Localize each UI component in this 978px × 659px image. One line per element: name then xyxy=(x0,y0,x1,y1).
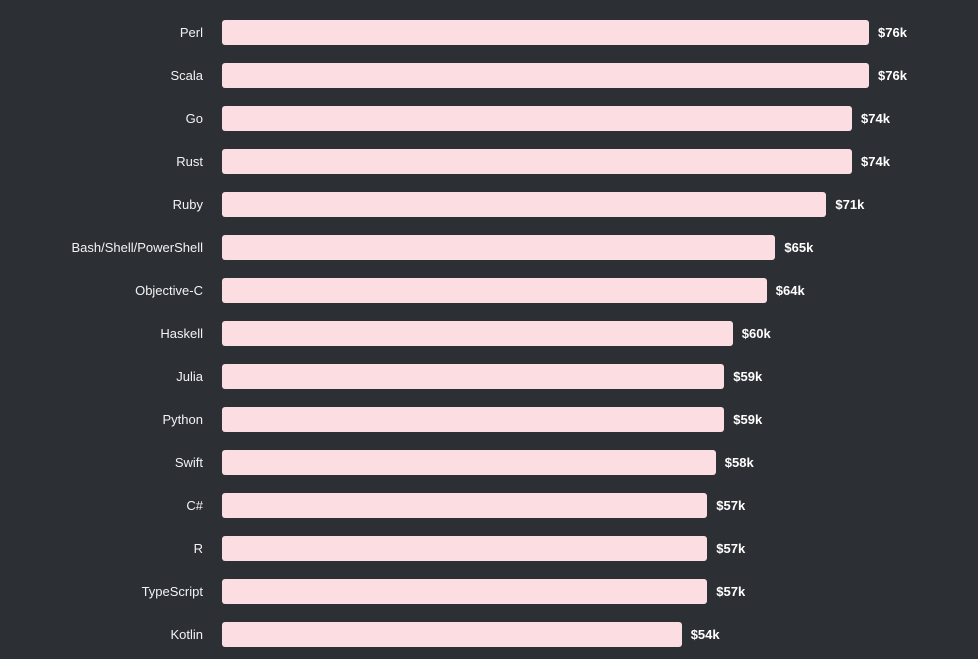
bar-row: Objective-C $64k xyxy=(0,269,978,312)
category-label: Go xyxy=(185,111,203,126)
bar-row: Rust $74k xyxy=(0,140,978,183)
bar-track: $57k xyxy=(222,579,978,604)
value-label: $58k xyxy=(724,455,754,470)
bar-row: Perl $76k xyxy=(0,11,978,54)
bar-track: $60k xyxy=(222,321,978,346)
value-label: $74k xyxy=(861,154,890,169)
bar-row: Bash/Shell/PowerShell $65k xyxy=(0,226,978,269)
category-label: Ruby xyxy=(172,197,203,212)
bar-row: Haskell $60k xyxy=(0,312,978,355)
bar xyxy=(222,622,682,647)
category-label: R xyxy=(193,541,203,556)
bar xyxy=(222,63,869,88)
value-label: $57k xyxy=(716,584,746,599)
value-label: $54k xyxy=(690,627,720,642)
bar xyxy=(222,106,852,131)
bar-track: $59k xyxy=(222,364,978,389)
bar xyxy=(222,192,827,217)
bar-row: Swift $58k xyxy=(0,441,978,484)
category-label: TypeScript xyxy=(141,584,203,599)
category-label: Scala xyxy=(170,68,203,83)
value-label: $57k xyxy=(716,498,746,513)
category-label: Bash/Shell/PowerShell xyxy=(71,240,203,255)
bar-row: Kotlin $54k xyxy=(0,613,978,656)
value-label: $76k xyxy=(878,25,907,40)
bar xyxy=(222,235,776,260)
bar xyxy=(222,579,708,604)
bar xyxy=(222,20,869,45)
bar-track: $71k xyxy=(222,192,978,217)
bar-track: $76k xyxy=(222,20,978,45)
bar-row: R $57k xyxy=(0,527,978,570)
bar-track: $74k xyxy=(222,106,978,131)
bar-row: C# $57k xyxy=(0,484,978,527)
bar-track: $59k xyxy=(222,407,978,432)
value-label: $74k xyxy=(861,111,890,126)
value-label: $65k xyxy=(784,240,814,255)
category-label: Julia xyxy=(176,369,203,384)
value-label: $60k xyxy=(741,326,771,341)
bar-row: Ruby $71k xyxy=(0,183,978,226)
value-label: $71k xyxy=(835,197,865,212)
bar xyxy=(222,321,733,346)
bar-track: $58k xyxy=(222,450,978,475)
value-label: $76k xyxy=(878,68,907,83)
category-label: Kotlin xyxy=(170,627,203,642)
bar-row: TypeScript $57k xyxy=(0,570,978,613)
bar-track: $74k xyxy=(222,149,978,174)
bar xyxy=(222,364,725,389)
bar-row: Scala $76k xyxy=(0,54,978,97)
bar xyxy=(222,278,767,303)
bar xyxy=(222,536,708,561)
bar-track: $76k xyxy=(222,63,978,88)
category-label: Perl xyxy=(179,25,203,40)
bar-row: Python $59k xyxy=(0,398,978,441)
bar xyxy=(222,450,716,475)
category-label: C# xyxy=(186,498,203,513)
bar xyxy=(222,493,708,518)
category-label: Haskell xyxy=(160,326,203,341)
bar-track: $64k xyxy=(222,278,978,303)
bar-track: $54k xyxy=(222,622,978,647)
category-label: Rust xyxy=(176,154,203,169)
bar-row: Julia $59k xyxy=(0,355,978,398)
category-label: Swift xyxy=(174,455,203,470)
value-label: $57k xyxy=(716,541,746,556)
category-label: Python xyxy=(162,412,203,427)
value-label: $59k xyxy=(733,412,763,427)
category-label: Objective-C xyxy=(135,283,203,298)
bar-track: $57k xyxy=(222,536,978,561)
value-label: $59k xyxy=(733,369,763,384)
bar xyxy=(222,149,852,174)
bar-track: $57k xyxy=(222,493,978,518)
value-label: $64k xyxy=(775,283,805,298)
bar-row: Go $74k xyxy=(0,97,978,140)
bar-track: $65k xyxy=(222,235,978,260)
bar xyxy=(222,407,725,432)
